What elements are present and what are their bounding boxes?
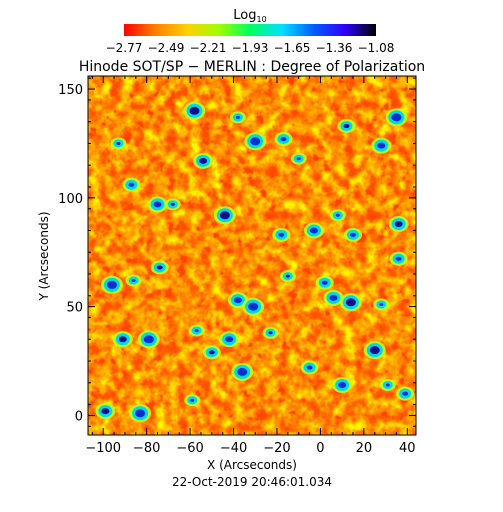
colorbar-tick-label: −2.49 — [148, 41, 185, 55]
patch-core — [233, 297, 242, 304]
patch-core — [128, 182, 135, 187]
patch-core — [385, 383, 390, 387]
colorbar-label-subscript: 10 — [257, 15, 267, 24]
patch-core — [338, 381, 347, 388]
y-tick-label: 50 — [66, 301, 83, 316]
colorbar-tick-label: −2.21 — [190, 41, 227, 55]
patch-core — [248, 302, 259, 311]
x-tick-label: −100 — [85, 441, 121, 456]
patch-core — [208, 350, 215, 355]
colorbar-label: Log10 — [233, 8, 266, 24]
patch-core — [225, 336, 234, 343]
plot-frame — [87, 75, 417, 436]
patch-core — [402, 391, 409, 396]
patch-core — [268, 331, 273, 335]
patch-core — [394, 220, 403, 227]
patch-core — [199, 157, 208, 164]
patch-core — [335, 213, 340, 217]
heatmap-speckle — [88, 76, 416, 435]
patch-core — [118, 336, 127, 343]
x-tick-label: −60 — [176, 441, 203, 456]
patch-core — [391, 113, 402, 122]
heatmap-field — [88, 76, 416, 435]
y-tick-label: 150 — [58, 83, 83, 98]
y-axis-label: Y (Arcseconds) — [37, 211, 51, 301]
x-tick-label: 0 — [316, 441, 324, 456]
colorbar-tick-label: −1.36 — [316, 41, 353, 55]
patch-core — [190, 398, 195, 402]
patch-core — [106, 280, 117, 289]
x-tick-label: 40 — [399, 441, 416, 456]
colorbar-gradient — [124, 24, 376, 36]
patch-core — [329, 294, 338, 301]
patch-core — [296, 157, 301, 161]
patch-core — [237, 367, 248, 376]
patch-core — [345, 298, 356, 307]
patch-core — [194, 329, 199, 333]
patch-core — [116, 141, 121, 145]
x-tick-label: −40 — [220, 441, 247, 456]
colorbar-tick-label: −1.65 — [274, 41, 311, 55]
patch-core — [395, 256, 402, 261]
patch-core — [189, 106, 200, 115]
patch-core — [170, 202, 175, 206]
x-tick-label: −20 — [263, 441, 290, 456]
patch-core — [101, 408, 110, 415]
patch-core — [143, 335, 154, 344]
patch-core — [135, 409, 146, 418]
patch-core — [285, 274, 290, 278]
x-tick-label: 20 — [356, 441, 373, 456]
patch-core — [377, 142, 386, 149]
patch-core — [278, 232, 285, 237]
colorbar: Log10 −2.77 −2.49 −2.21 −1.93 −1.65 −1.36 −1.0… — [106, 8, 395, 55]
patch-core — [153, 201, 162, 208]
patch-core — [369, 346, 380, 355]
patch-core — [156, 265, 163, 270]
chart-title: Hinode SOT/SP − MERLIN : Degree of Polar… — [79, 59, 425, 75]
colorbar-tick-label: −1.93 — [232, 41, 269, 55]
x-axis-label: X (Arcseconds) — [207, 458, 297, 472]
patch-core — [350, 232, 357, 237]
patch-core — [309, 227, 318, 234]
y-tick-label: 100 — [58, 192, 83, 207]
timestamp-footer: 22-Oct-2019 20:46:01.034 — [172, 475, 332, 489]
patch-core — [131, 279, 136, 283]
patch-core — [321, 280, 328, 285]
y-tick-label: 0 — [75, 409, 83, 424]
patch-core — [250, 137, 261, 146]
colorbar-tick-label: −1.08 — [358, 41, 395, 55]
patch-core — [235, 115, 240, 119]
colorbar-tick-label: −2.77 — [106, 41, 143, 55]
patch-core — [219, 211, 230, 220]
x-tick-label: −80 — [133, 441, 160, 456]
patch-core — [379, 302, 384, 306]
patch-core — [280, 137, 287, 142]
patch-core — [306, 365, 313, 370]
patch-core — [343, 124, 350, 129]
